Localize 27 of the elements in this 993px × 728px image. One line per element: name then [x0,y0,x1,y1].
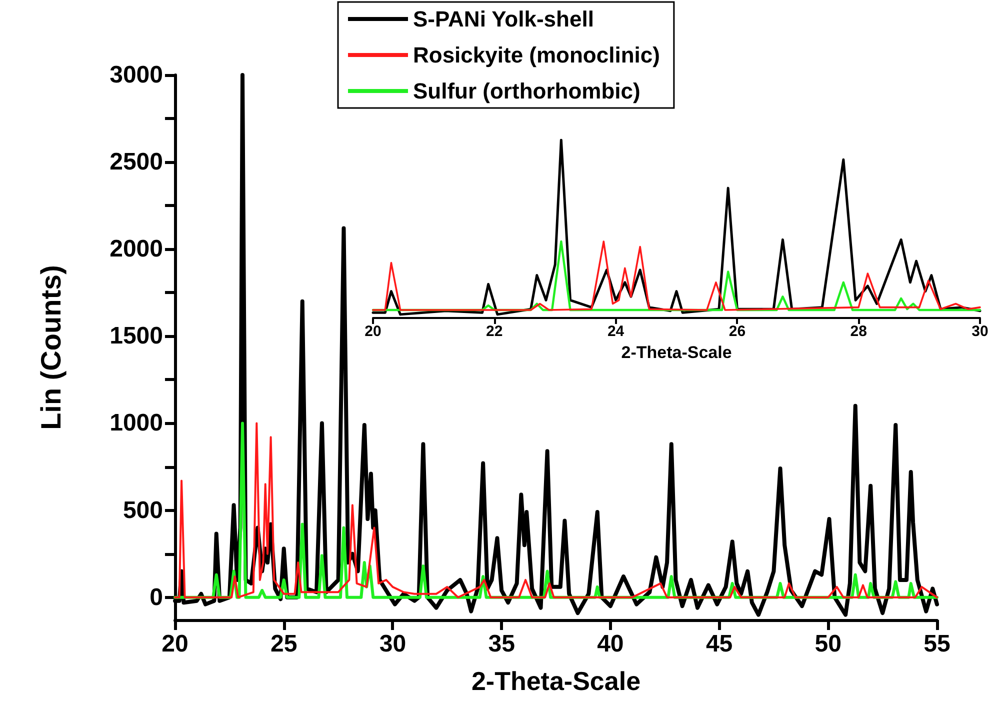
x-tick-label: 45 [706,630,733,658]
x-tick-label: 28 [850,323,867,340]
legend-label: Rosickyite (monoclinic) [413,42,660,68]
x-tick-label: 26 [728,323,746,340]
x-tick-label: 35 [488,630,515,658]
legend-label: Sulfur (orthorhombic) [413,78,640,104]
y-tick-label: 3000 [110,62,163,88]
y-tick-label: 2500 [110,148,163,176]
y-tick-label: 0 [150,584,163,611]
x-axis-title: 2-Theta-Scale [621,342,732,362]
x-tick-label: 20 [364,323,382,340]
y-tick-label: 2000 [110,236,163,263]
x-tick-label: 30 [972,323,988,340]
x-axis-title: 2-Theta-Scale [471,666,641,696]
legend-label: S-PANi Yolk-shell [413,6,594,32]
x-tick-label: 20 [162,630,188,658]
x-tick-label: 25 [270,630,298,658]
y-tick-label: 1000 [110,410,163,437]
x-tick-label: 24 [607,323,625,340]
x-tick-label: 30 [379,630,406,658]
x-tick-label: 50 [814,630,842,658]
y-axis-title: Lin (Counts) [36,265,66,430]
x-tick-label: 40 [597,630,624,658]
x-tick-label: 55 [924,630,950,658]
y-tick-label: 500 [122,496,163,524]
y-tick-label: 1500 [110,322,163,350]
x-tick-label: 22 [486,323,503,340]
